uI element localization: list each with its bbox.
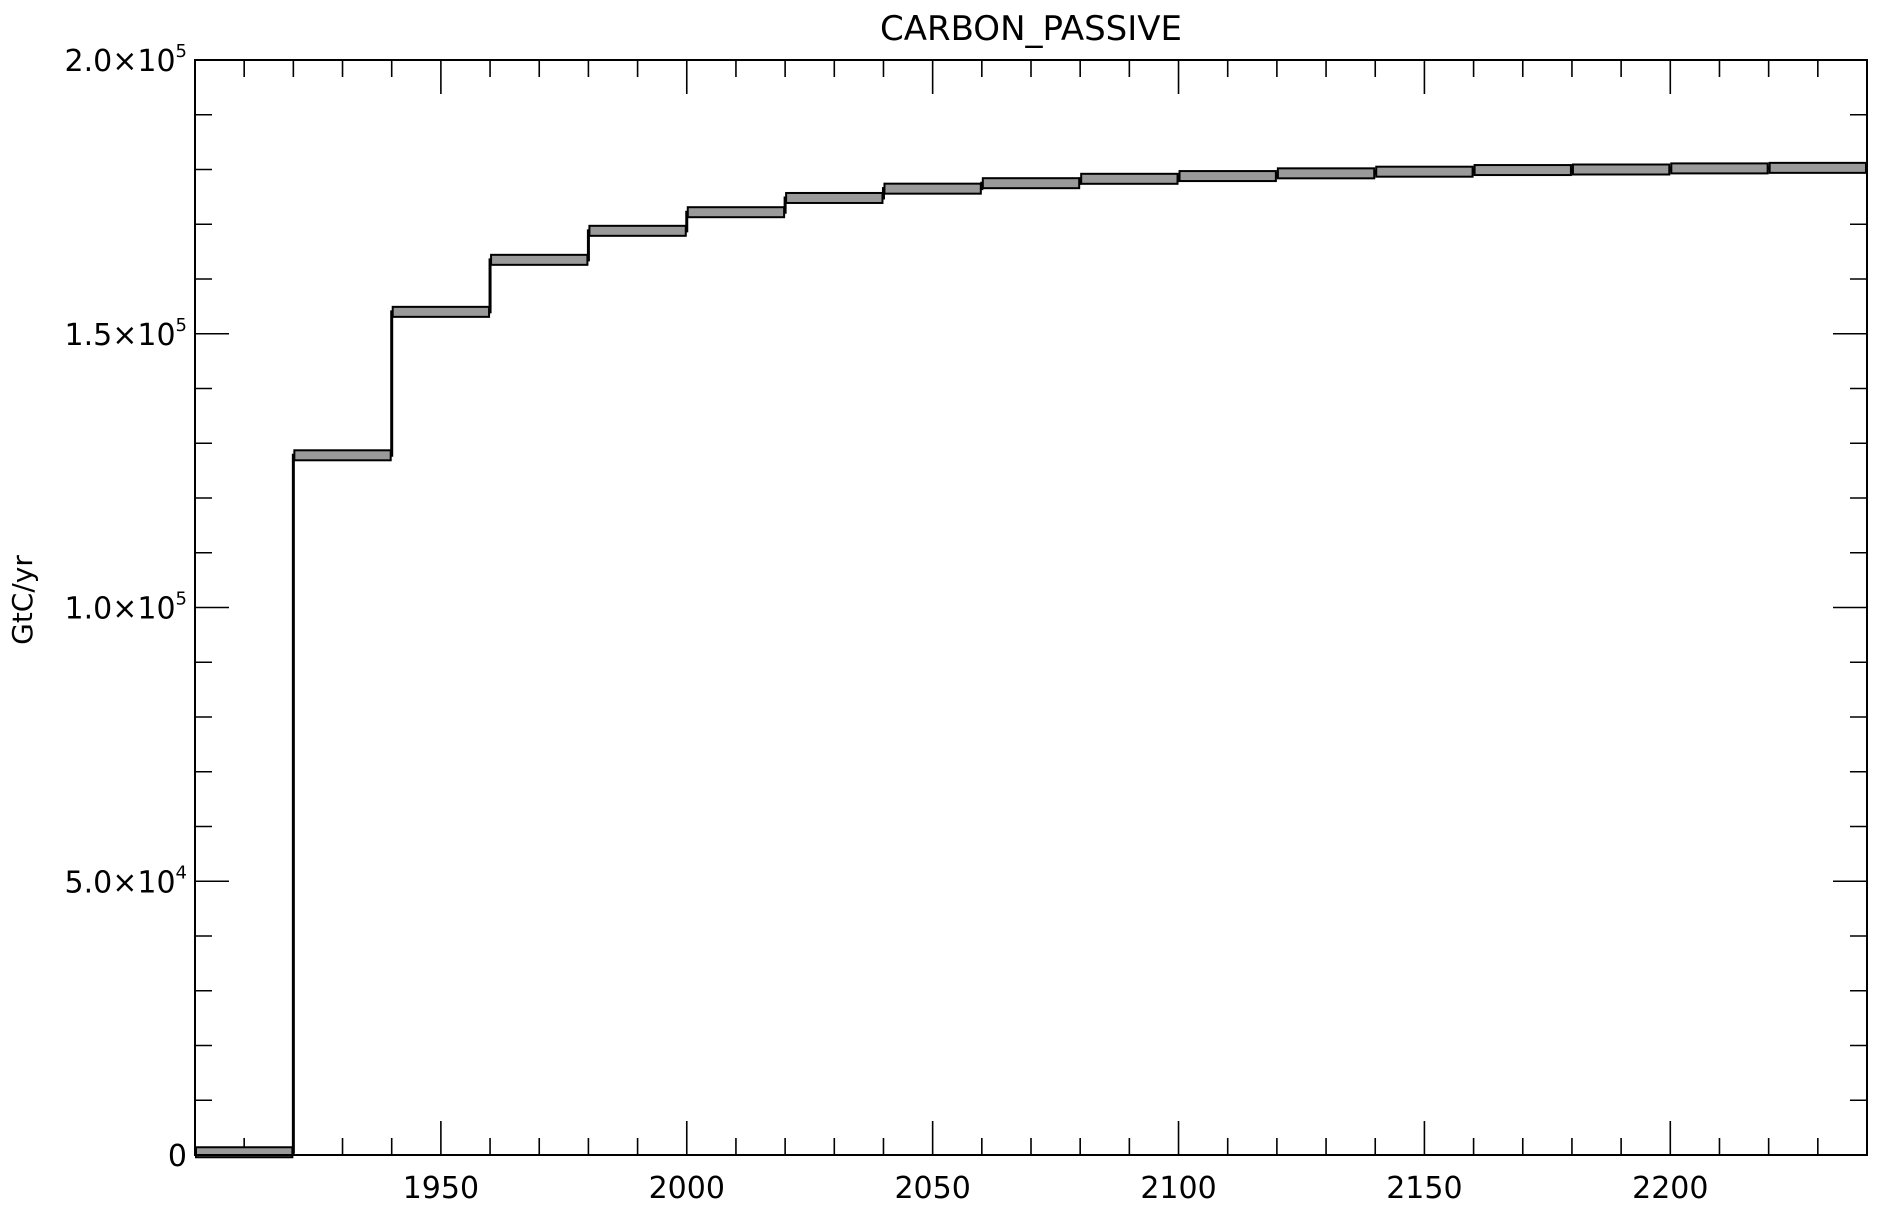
chart-title: CARBON_PASSIVE [880, 9, 1182, 49]
y-axis-tick-labels: 0 5.0×104 1.0×105 1.5×105 2.0×105 [65, 41, 187, 1174]
step-segment [1178, 170, 1277, 183]
step-segment [883, 182, 982, 195]
step-segment [686, 206, 786, 219]
x-tick-label: 2150 [1386, 1171, 1462, 1205]
step-segment [1571, 163, 1671, 176]
step-segment [588, 224, 687, 237]
plot-frame [194, 59, 1868, 1156]
step-segment [785, 191, 884, 204]
step-segment [1670, 162, 1769, 175]
x-tick-label: 2050 [894, 1171, 970, 1205]
series-carbon-passive [195, 161, 1868, 1159]
y-tick-label: 1.0×105 [65, 589, 187, 627]
x-tick-label: 1950 [403, 1171, 479, 1205]
step-segment [981, 177, 1081, 190]
y-tick-label: 1.5×105 [65, 315, 187, 353]
step-segment [1768, 161, 1868, 174]
x-tick-label: 2100 [1140, 1171, 1216, 1205]
y-tick-label: 0 [168, 1139, 187, 1174]
step-segment [1080, 172, 1179, 185]
x-tick-label: 2000 [649, 1171, 725, 1205]
axis-ticks [195, 60, 1867, 1155]
step-segment [391, 305, 491, 318]
y-tick-label: 5.0×104 [65, 862, 187, 900]
y-tick-label: 2.0×105 [65, 41, 187, 79]
x-tick-label: 2200 [1632, 1171, 1708, 1205]
y-axis-label: GtC/yr [6, 555, 39, 645]
step-segment [490, 253, 589, 266]
step-segment [293, 449, 392, 462]
x-axis-tick-labels: 1950 2000 2050 2100 2150 2200 [403, 1171, 1709, 1205]
step-segment [1473, 164, 1572, 177]
step-segment [1276, 167, 1376, 180]
step-segment [1375, 165, 1474, 178]
